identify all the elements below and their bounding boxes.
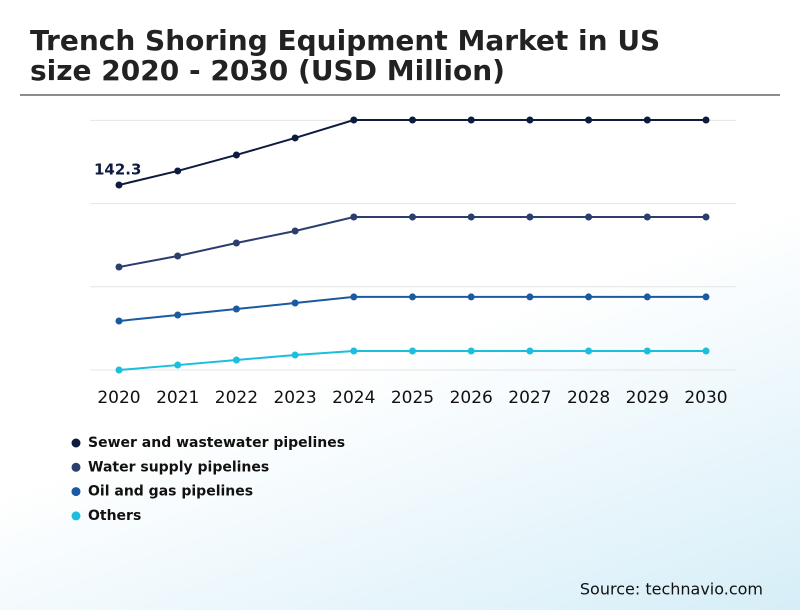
- data-point: [702, 293, 710, 301]
- data-point: [291, 134, 299, 142]
- source: Source: technavio.com: [580, 580, 763, 599]
- data-point: [467, 116, 475, 124]
- data-point: [585, 213, 593, 221]
- data-point: [174, 311, 182, 319]
- data-point: [467, 293, 475, 301]
- x-tick-label: 2023: [273, 388, 316, 408]
- legend-label: Others: [88, 508, 141, 524]
- data-point: [702, 347, 710, 355]
- data-point: [115, 181, 123, 189]
- data-label: 142.3: [94, 161, 141, 179]
- legend-label: Sewer and wastewater pipelines: [88, 435, 345, 451]
- data-point: [174, 252, 182, 260]
- data-point: [643, 116, 651, 124]
- x-tick-label: 2028: [567, 388, 610, 408]
- data-point: [174, 361, 182, 369]
- data-point: [291, 351, 299, 359]
- data-point: [467, 347, 475, 355]
- legend-marker: [71, 487, 81, 497]
- series-line: [118, 119, 706, 186]
- x-tick-label: 2022: [215, 388, 258, 408]
- series-line: [118, 295, 706, 322]
- x-tick-label: 2027: [508, 388, 551, 408]
- series-line: [118, 215, 706, 269]
- data-point: [643, 347, 651, 355]
- x-tick-label: 2021: [156, 388, 199, 408]
- chart-subtitle: size 2020 - 2030 (USD Million): [30, 54, 505, 87]
- data-point: [585, 347, 593, 355]
- data-point: [232, 305, 240, 313]
- data-point: [409, 116, 416, 124]
- data-point: [291, 227, 299, 235]
- x-tick-label: 2024: [332, 388, 375, 408]
- x-tick-label: 2025: [391, 388, 434, 408]
- data-point: [526, 116, 534, 124]
- data-point: [409, 213, 416, 221]
- data-point: [526, 293, 534, 301]
- data-point: [232, 356, 240, 364]
- x-tick-label: 2026: [450, 388, 493, 408]
- data-point: [526, 347, 534, 355]
- data-point: [585, 116, 593, 124]
- data-point: [350, 116, 358, 124]
- data-point: [115, 263, 123, 271]
- legend-marker: [71, 511, 81, 521]
- legend-marker: [71, 438, 81, 448]
- x-tick-label: 2030: [684, 388, 727, 408]
- data-point: [350, 293, 358, 301]
- data-point: [350, 213, 358, 221]
- data-point: [702, 213, 710, 221]
- data-point: [409, 347, 416, 355]
- data-point: [232, 151, 240, 159]
- chart-title: Trench Shoring Equipment Market in US: [30, 24, 660, 57]
- data-point: [585, 293, 593, 301]
- data-point: [115, 317, 123, 325]
- data-point: [350, 347, 358, 355]
- legend-marker: [71, 462, 81, 472]
- data-point: [702, 116, 710, 124]
- data-point: [409, 293, 416, 301]
- data-point: [643, 293, 651, 301]
- data-point: [467, 213, 475, 221]
- data-point: [291, 299, 299, 307]
- data-point: [115, 366, 123, 374]
- x-tick-label: 2020: [97, 388, 140, 408]
- data-point: [232, 239, 240, 247]
- legend-label: Oil and gas pipelines: [88, 484, 253, 500]
- data-point: [643, 213, 651, 221]
- data-point: [526, 213, 534, 221]
- x-tick-label: 2029: [626, 388, 669, 408]
- data-point: [174, 167, 182, 175]
- legend-label: Water supply pipelines: [88, 459, 269, 475]
